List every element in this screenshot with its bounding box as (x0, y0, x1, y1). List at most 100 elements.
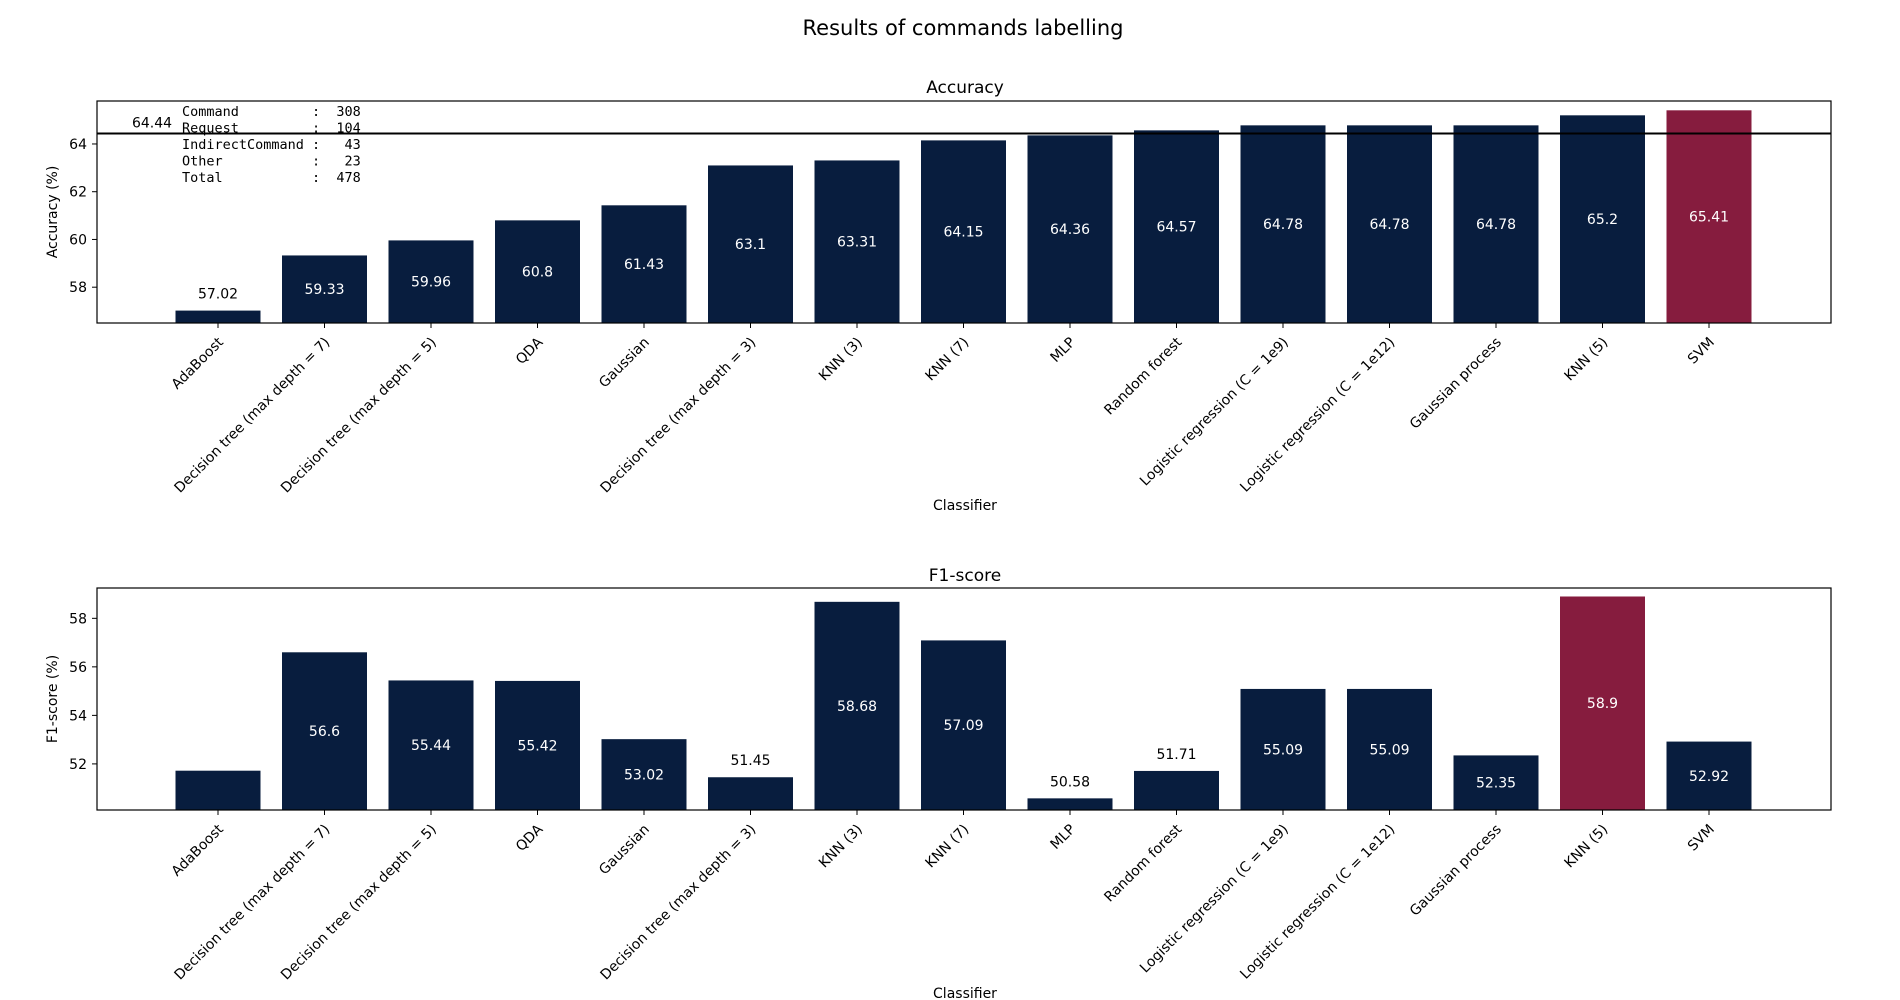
bar-knn-5 (1560, 596, 1645, 810)
bar-svm (1666, 110, 1752, 323)
annotation-line: Command : 308 (182, 104, 361, 120)
bar-logistic-regression-c-1e9 (1240, 125, 1326, 323)
value-label-adaboost: 57.02 (198, 287, 238, 303)
y-tick-label: 58 (69, 280, 87, 296)
x-tick-label-adaboost: AdaBoost (169, 821, 228, 880)
value-label-decision-tree-max-depth-5: 59.96 (411, 275, 451, 291)
value-label-random-forest: 51.71 (1156, 747, 1196, 763)
x-tick-label-svm: SVM (1685, 822, 1718, 855)
bar-decision-tree-max-depth-5 (388, 240, 474, 323)
x-tick-label-qda: QDA (513, 821, 547, 855)
x-tick-label-knn-3: KNN (3) (816, 822, 866, 872)
x-tick-label-mlp: MLP (1047, 822, 1078, 853)
bar-gaussian-process (1453, 755, 1539, 810)
x-axis-label: Classifier (933, 498, 997, 514)
x-tick-label-qda: QDA (513, 334, 547, 368)
value-label-gaussian: 61.43 (624, 257, 664, 273)
bar-qda (495, 220, 580, 323)
bar-knn-3 (814, 160, 900, 323)
bar-gaussian (601, 739, 687, 810)
panel-title: Accuracy (926, 78, 1004, 98)
bar-qda (495, 680, 580, 810)
bar-decision-tree-max-depth-7 (282, 652, 367, 810)
bar-mlp (1027, 135, 1113, 323)
value-label-gaussian-process: 52.35 (1476, 776, 1516, 792)
y-axis-label: Accuracy (%) (45, 166, 61, 259)
value-label-mlp: 64.36 (1050, 222, 1090, 238)
bar-mlp (1027, 798, 1113, 810)
value-label-logistic-regression-c-1e9: 64.78 (1263, 217, 1303, 233)
bar-knn-5 (1560, 115, 1645, 324)
annotation-line: Total : 478 (182, 170, 361, 186)
y-tick-label: 60 (69, 232, 87, 248)
value-label-decision-tree-max-depth-3: 63.1 (735, 237, 766, 253)
bar-svm (1666, 741, 1752, 810)
bar-decision-tree-max-depth-3 (708, 165, 793, 323)
y-tick-label: 52 (69, 757, 87, 773)
bar-knn-7 (921, 140, 1006, 323)
x-tick-label-adaboost: AdaBoost (169, 334, 228, 393)
figure-title: Results of commands labelling (803, 16, 1124, 40)
x-tick-label-random-forest: Random forest (1101, 334, 1185, 418)
x-tick-label-random-forest: Random forest (1101, 821, 1185, 905)
x-tick-label-mlp: MLP (1047, 335, 1078, 366)
y-tick-label: 58 (69, 611, 87, 627)
x-tick-label-knn-5: KNN (5) (1562, 335, 1612, 385)
annotation-line: Other : 23 (182, 154, 361, 170)
value-label-mlp: 50.58 (1050, 774, 1090, 790)
value-label-logistic-regression-c-1e12: 55.09 (1369, 742, 1409, 758)
x-tick-label-gaussian-process: Gaussian process (1407, 335, 1505, 433)
x-tick-label-knn-3: KNN (3) (816, 335, 866, 385)
value-label-logistic-regression-c-1e9: 55.09 (1263, 742, 1303, 758)
bar-logistic-regression-c-1e12 (1347, 688, 1432, 810)
y-tick-label: 62 (69, 185, 87, 201)
bar-adaboost (175, 770, 261, 810)
bar-knn-7 (921, 640, 1006, 810)
x-tick-label-gaussian: Gaussian (596, 335, 653, 392)
value-label-decision-tree-max-depth-7: 56.6 (309, 724, 340, 740)
bar-decision-tree-max-depth-3 (708, 777, 793, 810)
value-label-knn-3: 58.68 (837, 699, 877, 715)
reference-line-label: 64.44 (132, 115, 172, 131)
accuracy-panel: Accuracy 57.02 59.33 59.96 60.8 61.43 63.1 63.3… (45, 78, 1832, 514)
bar-random-forest (1134, 130, 1219, 323)
y-tick-label: 56 (69, 660, 87, 676)
bar-knn-3 (814, 601, 900, 810)
panel-title: F1-score (929, 566, 1001, 586)
value-label-gaussian: 53.02 (624, 768, 664, 784)
x-tick-label-gaussian: Gaussian (596, 822, 653, 879)
value-label-decision-tree-max-depth-7: 59.33 (304, 282, 344, 298)
value-label-svm: 52.92 (1689, 769, 1729, 785)
y-tick-label: 54 (69, 708, 87, 724)
value-label-random-forest: 64.57 (1156, 220, 1196, 236)
x-tick-label-knn-7: KNN (7) (923, 335, 973, 385)
annotation-line: IndirectCommand : 43 (182, 137, 361, 153)
value-label-qda: 55.42 (517, 738, 557, 754)
value-label-knn-7: 64.15 (943, 225, 983, 241)
x-tick-label-knn-5: KNN (5) (1562, 822, 1612, 872)
bar-logistic-regression-c-1e12 (1347, 125, 1432, 323)
value-label-logistic-regression-c-1e12: 64.78 (1369, 217, 1409, 233)
value-label-decision-tree-max-depth-3: 51.45 (730, 753, 770, 769)
value-label-knn-3: 63.31 (837, 235, 877, 251)
f1-score-panel: F1-score 56.6 55.44 55.42 53.02 51.45 58.68 57.… (45, 566, 1832, 1000)
bar-decision-tree-max-depth-7 (282, 255, 367, 323)
value-label-qda: 60.8 (522, 265, 553, 281)
value-label-decision-tree-max-depth-5: 55.44 (411, 738, 451, 754)
value-label-knn-5: 65.2 (1587, 212, 1618, 228)
bar-gaussian-process (1453, 125, 1539, 323)
bar-random-forest (1134, 770, 1219, 810)
value-label-knn-7: 57.09 (943, 718, 983, 734)
value-label-knn-5: 58.9 (1587, 696, 1618, 712)
bar-decision-tree-max-depth-5 (388, 680, 474, 810)
annotation-line: Request : 104 (182, 121, 361, 137)
bar-gaussian (601, 205, 687, 323)
x-tick-label-gaussian-process: Gaussian process (1407, 822, 1505, 920)
x-tick-label-knn-7: KNN (7) (923, 822, 973, 872)
x-axis-label: Classifier (933, 986, 997, 1000)
value-label-svm: 65.41 (1689, 210, 1729, 226)
x-tick-label-svm: SVM (1685, 335, 1718, 368)
bar-logistic-regression-c-1e9 (1240, 688, 1326, 810)
y-axis-label: F1-score (%) (45, 655, 61, 743)
